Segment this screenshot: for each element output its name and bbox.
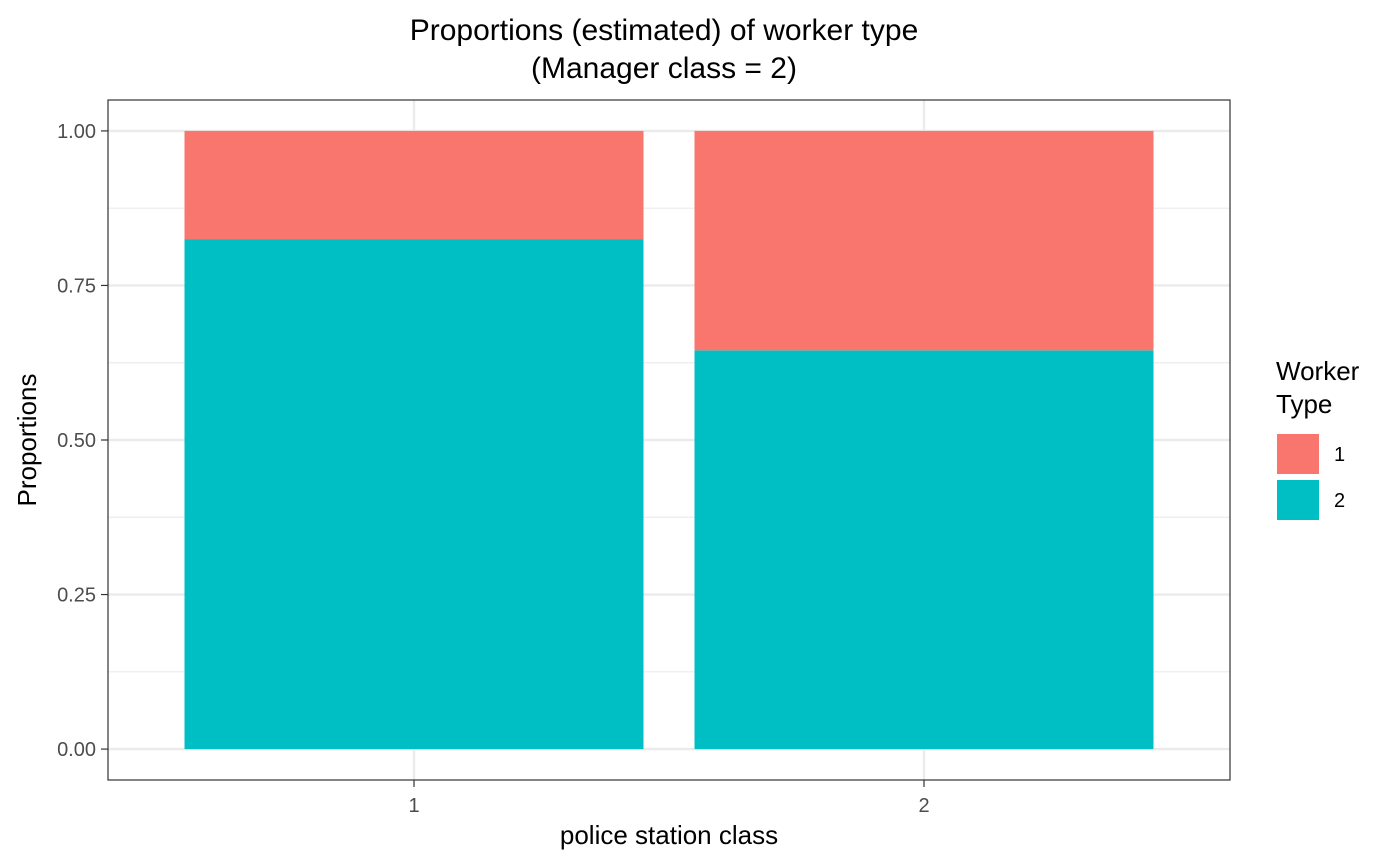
y-tick-label: 1.00: [57, 121, 96, 143]
legend: Worker Type 1 2: [1276, 356, 1360, 520]
legend-key-swatch: [1277, 434, 1319, 474]
bar-segment: [694, 350, 1154, 750]
x-tick-label: 2: [918, 795, 929, 817]
bars: [184, 130, 1154, 750]
axes: 0.00 0.25 0.50 0.75 1.00 1 2: [57, 121, 930, 817]
y-tick-label: 0.00: [57, 739, 96, 761]
y-axis-title: Proportions: [12, 374, 42, 507]
chart-title-line-1: Proportions (estimated) of worker type: [410, 14, 919, 47]
bar-segment: [184, 130, 644, 240]
x-axis-title: police station class: [560, 820, 778, 850]
bar-segment: [694, 130, 1154, 351]
legend-key-label: 2: [1334, 490, 1345, 512]
x-tick-label: 1: [408, 795, 419, 817]
legend-key-label: 1: [1334, 444, 1345, 466]
y-tick-label: 0.25: [57, 585, 96, 607]
y-tick-label: 0.50: [57, 430, 96, 452]
chart-title-line-2: (Manager class = 2): [531, 52, 797, 85]
legend-title-line-1: Worker: [1276, 356, 1360, 386]
bar-segment: [184, 239, 644, 750]
legend-title-line-2: Type: [1276, 389, 1332, 419]
y-tick-label: 0.75: [57, 275, 96, 297]
legend-key-swatch: [1277, 480, 1319, 520]
